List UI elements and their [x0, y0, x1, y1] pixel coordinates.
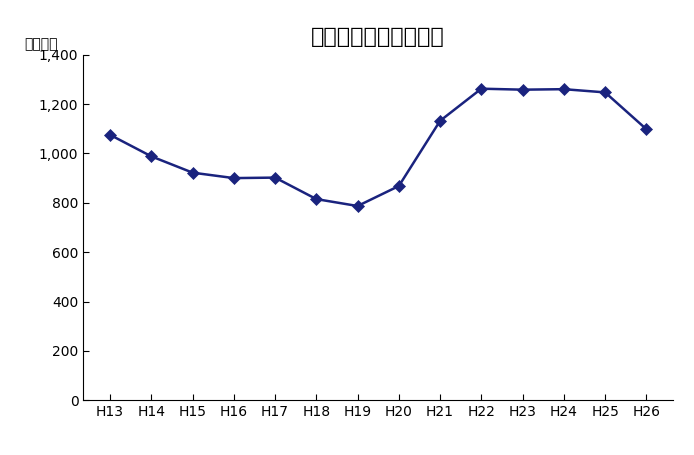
Text: （億円）: （億円） [24, 37, 58, 51]
Title: 基金年度末残高の推移: 基金年度末残高の推移 [312, 27, 445, 47]
